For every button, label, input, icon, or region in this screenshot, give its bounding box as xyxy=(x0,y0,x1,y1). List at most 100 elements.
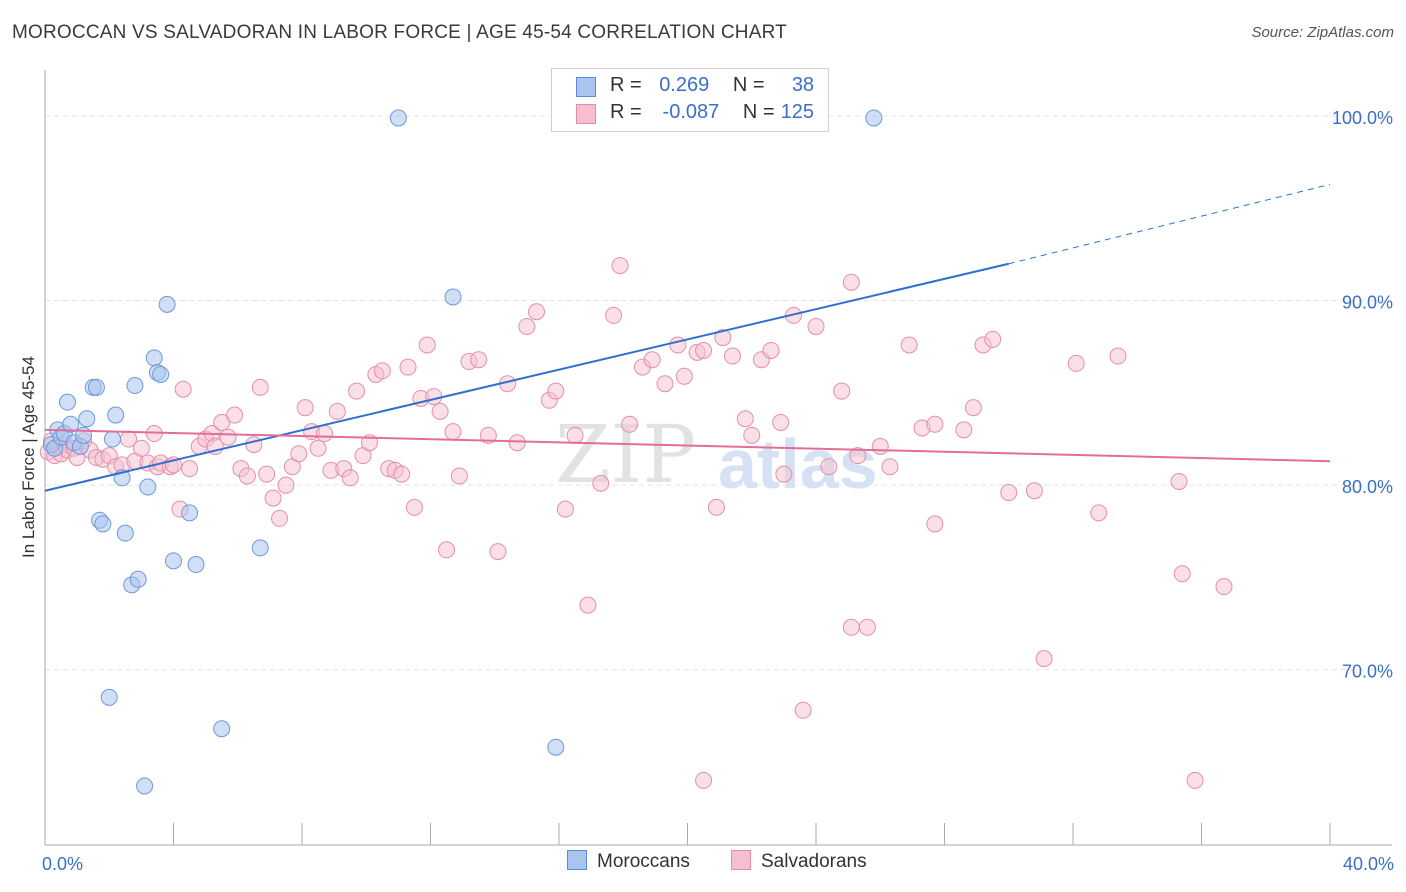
salvadoran-point xyxy=(643,351,661,369)
moroccan-point xyxy=(62,415,80,433)
salvadoran-point xyxy=(328,402,346,420)
moroccan-point xyxy=(181,504,199,522)
salvadoran-point xyxy=(479,426,497,444)
y-tick-label: 90.0% xyxy=(1342,293,1393,313)
salvadoran-point xyxy=(695,771,713,789)
salvadoran-point xyxy=(772,413,790,431)
trend-lines xyxy=(44,183,1331,492)
salvadoran-point xyxy=(1035,650,1053,668)
salvadoran-point xyxy=(213,413,231,431)
salvadoran-point xyxy=(425,388,443,406)
salvadoran-point xyxy=(470,351,488,369)
salvadoran-point xyxy=(181,460,199,478)
salvadoran-point xyxy=(579,596,597,614)
salvadoran-point xyxy=(418,336,436,354)
chart-title: MOROCCAN VS SALVADORAN IN LABOR FORCE | … xyxy=(12,22,787,43)
salvadoran-point xyxy=(900,336,918,354)
salvadoran-point xyxy=(547,382,565,400)
salvadoran-point xyxy=(964,399,982,417)
salvadoran-point xyxy=(881,458,899,476)
legend-swatch-blue xyxy=(576,77,596,97)
x-tick-label: 40.0% xyxy=(1343,854,1394,874)
salvadoran-point xyxy=(315,425,333,443)
moroccan-point xyxy=(152,365,170,383)
x-tick-label: 0.0% xyxy=(42,854,83,874)
legend-item-moroccans[interactable]: Moroccans xyxy=(567,850,690,873)
salvadoran-point xyxy=(277,476,295,494)
salvadoran-point xyxy=(438,541,456,559)
moroccan-point xyxy=(213,720,231,738)
moroccan-point xyxy=(87,378,105,396)
salvadoran-point xyxy=(450,467,468,485)
moroccan-point xyxy=(187,556,205,574)
legend-item-salvadorans[interactable]: Salvadorans xyxy=(731,850,867,873)
salvadoran-trend-line xyxy=(44,428,1331,463)
salvadoran-point xyxy=(290,445,308,463)
salvadoran-point xyxy=(1170,472,1188,490)
legend-r-value: -0.087 xyxy=(662,101,720,123)
salvadoran-point xyxy=(707,498,725,516)
moroccan-point xyxy=(139,478,157,496)
salvadoran-point xyxy=(1109,347,1127,365)
salvadoran-point xyxy=(226,406,244,424)
salvadoran-point xyxy=(264,489,282,507)
salvadoran-point xyxy=(393,465,411,483)
legend-n-value: 38 xyxy=(791,74,815,96)
salvadoran-point xyxy=(132,439,150,457)
salvadoran-point xyxy=(271,509,289,527)
moroccan-point xyxy=(444,288,462,306)
salvadoran-point xyxy=(348,382,366,400)
legend-swatch-pink xyxy=(576,104,596,124)
moroccan-trend-line xyxy=(44,262,1009,492)
salvadoran-point xyxy=(566,426,584,444)
salvadoran-point xyxy=(341,469,359,487)
salvadoran-point xyxy=(842,273,860,291)
salvadoran-points xyxy=(39,257,1233,789)
y-tick-label: 80.0% xyxy=(1342,477,1393,497)
salvadoran-point xyxy=(605,306,623,324)
moroccan-point xyxy=(58,393,76,411)
moroccan-point xyxy=(107,406,125,424)
salvadoran-point xyxy=(1186,771,1204,789)
salvadoran-point xyxy=(1067,354,1085,372)
salvadoran-point xyxy=(592,474,610,492)
moroccan-point xyxy=(165,552,182,570)
salvadoran-point xyxy=(695,341,713,359)
salvadoran-point xyxy=(174,380,192,398)
legend-n-value: 125 xyxy=(780,101,815,123)
salvadoran-point xyxy=(405,498,423,516)
salvadoran-point xyxy=(714,329,732,347)
salvadoran-point xyxy=(675,367,693,385)
salvadoran-point xyxy=(508,434,526,452)
moroccan-point xyxy=(78,410,96,428)
salvadoran-point xyxy=(762,341,780,359)
moroccan-point xyxy=(389,109,407,127)
salvadoran-point xyxy=(245,436,263,454)
series-legend: Moroccans Salvadorans xyxy=(0,850,1406,878)
salvadoran-point xyxy=(743,426,761,444)
salvadoran-point xyxy=(926,415,944,433)
legend-swatch-moroccans xyxy=(567,850,587,870)
salvadoran-point xyxy=(656,375,674,393)
moroccan-point xyxy=(145,349,163,367)
moroccan-point xyxy=(547,738,565,756)
salvadoran-point xyxy=(984,330,1002,348)
moroccan-point xyxy=(94,515,112,533)
moroccan-point xyxy=(103,430,121,448)
moroccan-point xyxy=(126,377,144,395)
salvadoran-point xyxy=(296,399,314,417)
gridlines xyxy=(45,115,1392,671)
salvadoran-point xyxy=(238,467,256,485)
salvadoran-point xyxy=(926,515,944,533)
salvadoran-point xyxy=(556,500,574,518)
salvadoran-point xyxy=(858,618,876,636)
salvadoran-point xyxy=(871,437,889,455)
salvadoran-point xyxy=(489,543,507,561)
salvadoran-point xyxy=(833,382,851,400)
y-tick-label: 100.0% xyxy=(1332,108,1393,128)
salvadoran-point xyxy=(219,428,237,446)
moroccan-point xyxy=(251,539,269,557)
moroccan-point xyxy=(865,109,883,127)
moroccan-point xyxy=(136,777,154,795)
salvadoran-point xyxy=(518,317,536,335)
